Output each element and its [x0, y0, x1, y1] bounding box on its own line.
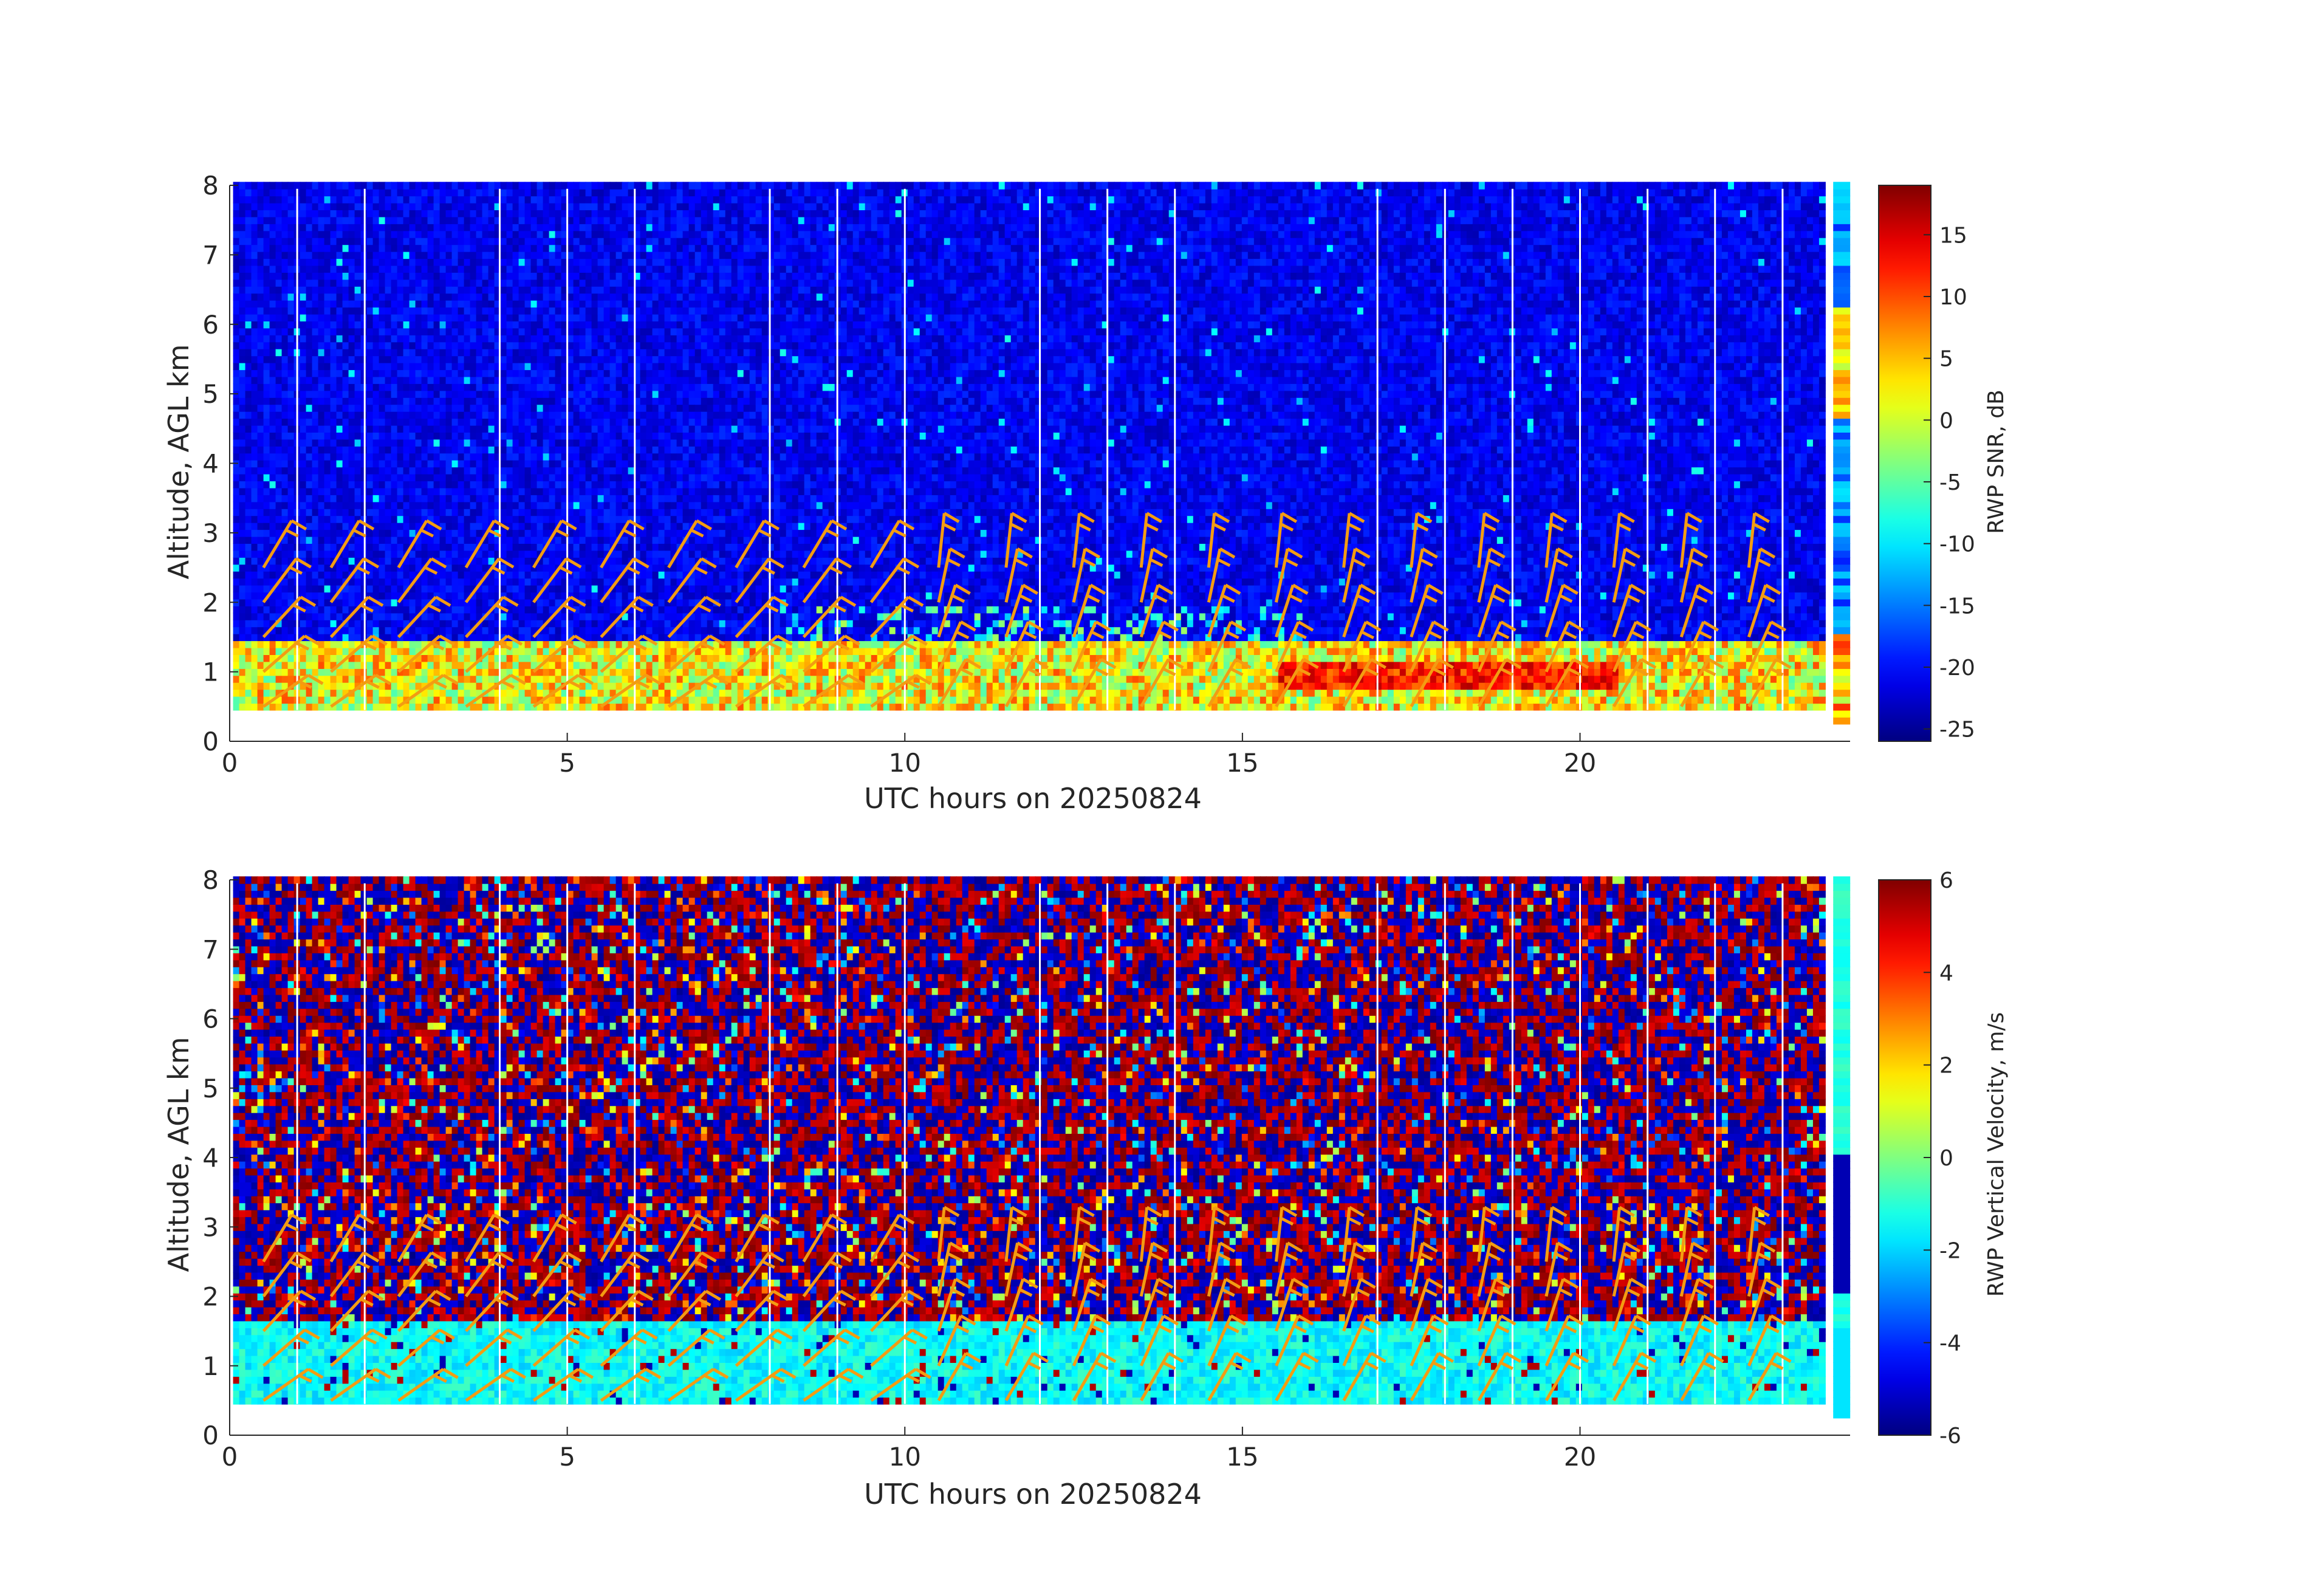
x-tick-label: 5 [559, 1442, 575, 1472]
x-tick-label: 20 [1564, 748, 1596, 778]
x-tick-label: 5 [559, 748, 575, 778]
x-tick-label: 15 [1226, 1442, 1258, 1472]
colorbar-tick-label: -4 [1939, 1331, 1961, 1356]
colorbar-tick-label: 2 [1939, 1054, 1953, 1079]
colorbar-tick-label: -6 [1939, 1424, 1961, 1449]
velocity-x-axis-label: UTC hours on 20250824 [864, 1478, 1202, 1511]
edge-data-strip [1833, 876, 1850, 1418]
y-tick-label: 4 [202, 1143, 219, 1173]
y-tick-label: 0 [202, 727, 219, 756]
snr-y-axis-label: Altitude, AGL km [162, 344, 195, 579]
colorbar-tick-label: 4 [1939, 961, 1953, 986]
colorbar-tick-label: 5 [1939, 347, 1953, 372]
y-tick-label: 1 [202, 1351, 219, 1381]
colorbar-tick-label: 15 [1939, 223, 1967, 248]
colorbar-tick-label: 0 [1939, 408, 1953, 433]
y-tick-label: 7 [202, 240, 219, 270]
colorbar-tick-label: -15 [1939, 594, 1975, 619]
y-tick-label: 4 [202, 449, 219, 479]
snr-panel: 0 5 10 15 20 0 1 2 3 4 5 6 7 8 UTC hours on 20250824… [162, 171, 2009, 815]
colorbar-tick-label: 6 [1939, 868, 1953, 893]
velocity-colorbar-label: RWP Vertical Velocity, m/s [1984, 1012, 2009, 1297]
y-tick-label: 2 [202, 588, 219, 617]
x-tick-label: 10 [889, 748, 921, 778]
y-tick-label: 0 [202, 1421, 219, 1450]
x-tick-label: 0 [222, 748, 238, 778]
colorbar-tick-label: -2 [1939, 1238, 1961, 1263]
y-tick-label: 3 [202, 1212, 219, 1242]
colorbar-tick-label: -5 [1939, 470, 1961, 495]
y-tick-label: 8 [202, 865, 219, 895]
colorbar-tick-label: -20 [1939, 656, 1975, 681]
y-tick-label: 1 [202, 657, 219, 687]
x-tick-label: 20 [1564, 1442, 1596, 1472]
snr-plot-area [230, 182, 1850, 741]
y-tick-label: 3 [202, 518, 219, 548]
y-tick-label: 5 [202, 1074, 219, 1103]
colorbar-tick-label: 0 [1939, 1146, 1953, 1171]
colorbar-tick-label: -25 [1939, 718, 1975, 743]
colorbar-tick-label: 10 [1939, 285, 1967, 310]
snr-x-axis-label: UTC hours on 20250824 [864, 782, 1202, 815]
y-tick-label: 6 [202, 1004, 219, 1034]
edge-data-strip [1833, 182, 1850, 724]
velocity-plot-area [230, 876, 1850, 1435]
colorbar-tick-label: -10 [1939, 532, 1975, 557]
x-tick-label: 10 [889, 1442, 921, 1472]
x-tick-label: 15 [1226, 748, 1258, 778]
x-tick-label: 0 [222, 1442, 238, 1472]
colorbar-gradient [1879, 880, 1931, 1435]
y-tick-label: 2 [202, 1282, 219, 1312]
colorbar-gradient [1879, 185, 1931, 741]
velocity-y-axis-label: Altitude, AGL km [162, 1037, 195, 1272]
snr-colorbar-label: RWP SNR, dB [1984, 389, 2009, 534]
y-tick-label: 6 [202, 310, 219, 340]
y-tick-label: 7 [202, 935, 219, 964]
y-tick-label: 8 [202, 171, 219, 201]
y-tick-label: 5 [202, 379, 219, 409]
